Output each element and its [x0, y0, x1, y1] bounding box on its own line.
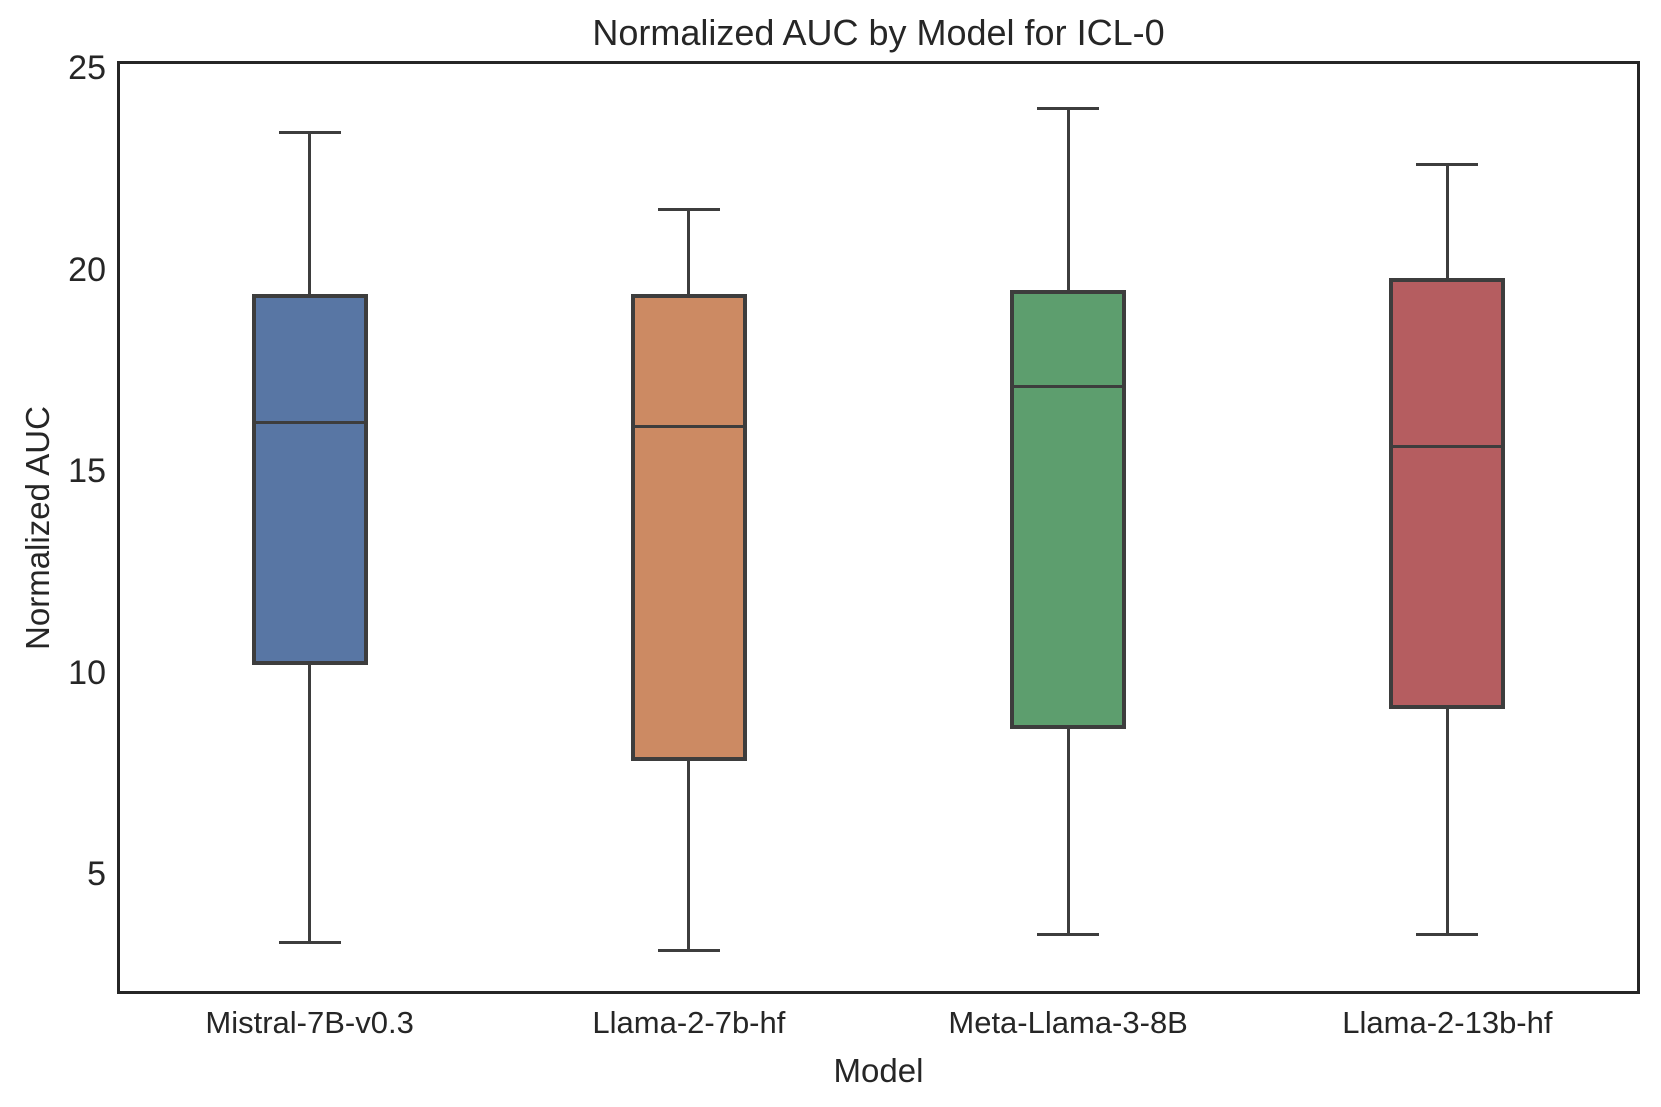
- x-tick-label: Meta-Llama-3-8B: [948, 1005, 1188, 1040]
- x-axis-label: Model: [833, 1052, 924, 1089]
- lower-whisker-cap: [278, 941, 341, 945]
- lower-whisker: [1445, 708, 1449, 935]
- x-tick-label: Llama-2-13b-hf: [1342, 1005, 1553, 1040]
- lower-whisker-cap: [1416, 933, 1479, 937]
- median-line: [1389, 445, 1506, 449]
- upper-whisker-cap: [657, 207, 720, 211]
- lower-whisker: [687, 761, 691, 951]
- median-line: [1010, 384, 1127, 388]
- upper-whisker: [1066, 108, 1070, 290]
- upper-whisker-cap: [1416, 163, 1479, 167]
- upper-whisker: [687, 209, 691, 294]
- y-tick-label: 20: [68, 250, 106, 289]
- plot-area: [117, 61, 1640, 994]
- median-line: [630, 425, 747, 429]
- lower-whisker-cap: [1037, 933, 1100, 937]
- y-tick-label: 10: [68, 653, 106, 692]
- lower-whisker: [1066, 729, 1070, 935]
- x-tick-label: Llama-2-7b-hf: [592, 1005, 786, 1040]
- upper-whisker: [1445, 164, 1449, 278]
- y-tick-label: 15: [68, 452, 106, 491]
- box-llama-2-7b-hf: [630, 293, 747, 762]
- chart-title: Normalized AUC by Model for ICL-0: [592, 12, 1165, 53]
- y-axis-label: Normalized AUC: [19, 406, 56, 650]
- x-tick-label: Mistral-7B-v0.3: [205, 1005, 414, 1040]
- lower-whisker-cap: [657, 949, 720, 953]
- box-meta-llama-3-8b: [1010, 289, 1127, 730]
- box-mistral-7b-v0.3: [251, 293, 368, 665]
- y-tick-label: 25: [68, 49, 106, 88]
- y-tick-label: 5: [87, 855, 106, 894]
- upper-whisker: [308, 132, 312, 294]
- median-line: [251, 421, 368, 425]
- upper-whisker-cap: [1037, 106, 1100, 110]
- box-llama-2-13b-hf: [1389, 277, 1506, 709]
- lower-whisker: [308, 664, 312, 943]
- upper-whisker-cap: [278, 131, 341, 135]
